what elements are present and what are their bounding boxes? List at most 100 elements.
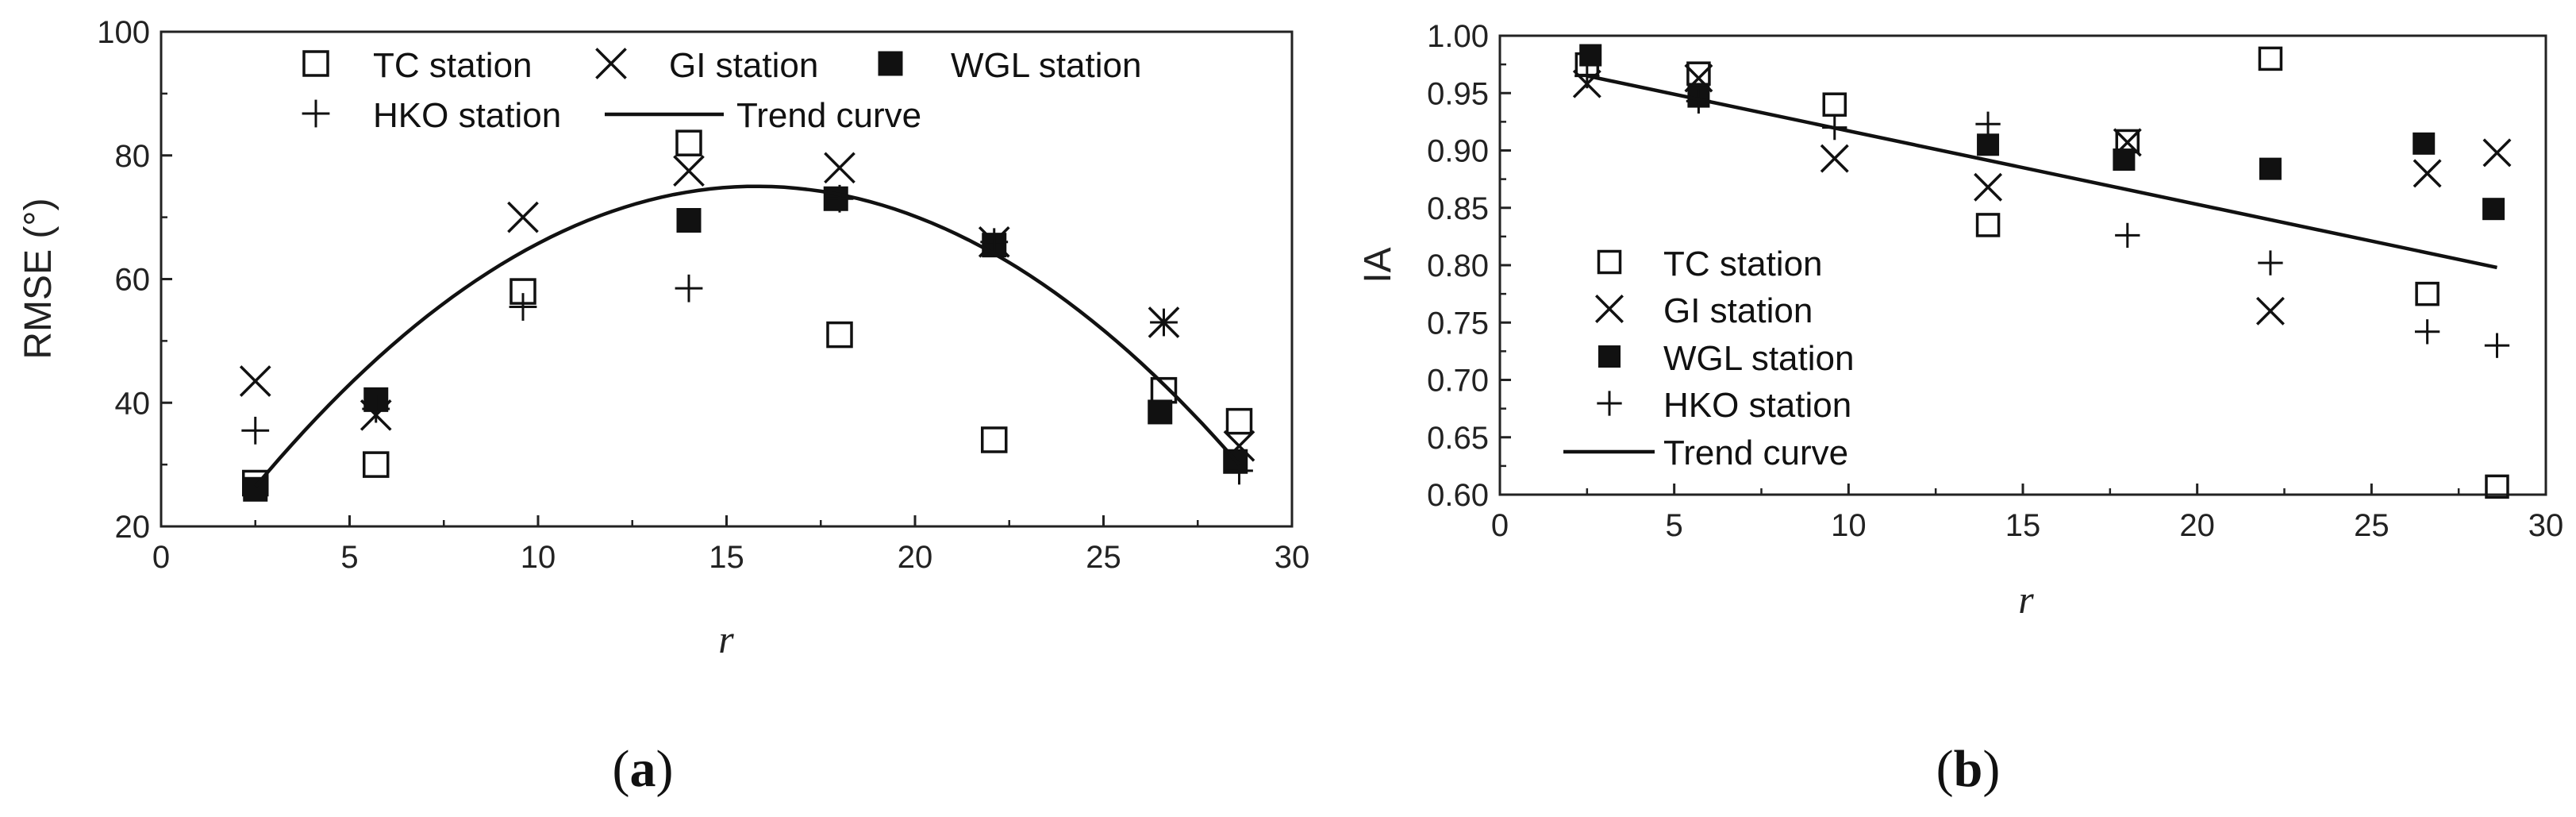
- y-tick-label: 0.75: [1427, 306, 1489, 341]
- wgl-point: [2113, 148, 2136, 171]
- legend-label-tc: TC station: [373, 46, 533, 85]
- panel-a-xlabel: r: [718, 617, 734, 661]
- wgl-point: [2259, 157, 2282, 180]
- x-tick-label: 5: [340, 540, 358, 575]
- panel-a-points: [239, 129, 1255, 502]
- y-tick-label: 0.60: [1427, 478, 1489, 513]
- hko-point: [825, 184, 854, 213]
- gi-point: [2482, 138, 2512, 168]
- tc-point: [2415, 281, 2440, 306]
- legend-hko-marker: [1597, 391, 1622, 416]
- hko-point: [241, 416, 270, 445]
- hko-point: [2115, 222, 2140, 249]
- y-tick-label: 0.65: [1427, 421, 1489, 456]
- hko-point: [2258, 250, 2283, 276]
- y-tick-label: 0.90: [1427, 134, 1489, 169]
- panel-a: 0 5 10 15 20 25 30 20 40 60 80 100 RMSE (°) r TC st…: [17, 15, 1309, 798]
- hko-point: [1150, 308, 1178, 337]
- legend-label-trend: Trend curve: [1663, 434, 1848, 472]
- y-tick-label: 20: [115, 510, 151, 545]
- hko-point: [2414, 319, 2440, 345]
- y-tick-label: 0.85: [1427, 191, 1489, 226]
- y-tick-label: 40: [115, 386, 151, 421]
- legend-wgl-marker: [1598, 345, 1621, 368]
- y-tick-label: 1.00: [1427, 19, 1489, 54]
- x-tick-label: 30: [1275, 540, 1310, 575]
- legend-tc-marker: [1597, 249, 1622, 275]
- x-tick-label: 15: [2005, 508, 2041, 543]
- wgl-point: [1579, 44, 1602, 67]
- panel-a-ticks: 0 5 10 15 20 25 30 20 40 60 80 100: [97, 15, 1309, 575]
- panel-b-trend-line: [1586, 74, 2497, 270]
- tc-point: [363, 451, 390, 478]
- panel-b-xlabel: r: [2018, 577, 2034, 622]
- tc-point: [826, 321, 853, 349]
- legend-label-wgl: WGL station: [1663, 339, 1854, 378]
- y-tick-label: 80: [115, 139, 151, 174]
- gi-point: [673, 155, 705, 187]
- panel-b-ylabel: IA: [1357, 247, 1399, 283]
- x-tick-label: 5: [1666, 508, 1683, 543]
- y-tick-label: 100: [97, 15, 150, 50]
- tc-point: [675, 129, 702, 156]
- panel-b-legend: TC station GI station WGL station HKO st…: [1563, 245, 1854, 472]
- gi-point: [1820, 144, 1849, 173]
- x-tick-label: 0: [1491, 508, 1509, 543]
- hko-point: [980, 228, 1009, 256]
- legend-label-hko: HKO station: [1663, 386, 1851, 425]
- hko-point: [675, 274, 703, 303]
- x-tick-label: 15: [709, 540, 744, 575]
- wgl-point: [2413, 132, 2436, 155]
- y-tick-label: 60: [115, 263, 151, 298]
- y-tick-label: 0.70: [1427, 364, 1489, 399]
- legend-label-wgl: WGL station: [951, 46, 1141, 85]
- hko-point: [2484, 333, 2510, 358]
- legend-gi-marker: [595, 48, 627, 79]
- legend-label-gi: GI station: [669, 46, 818, 85]
- legend-label-gi: GI station: [1663, 291, 1813, 330]
- wgl-point: [1977, 133, 2000, 156]
- x-tick-label: 10: [1831, 508, 1867, 543]
- legend-hko-marker: [302, 99, 330, 128]
- x-tick-label: 20: [898, 540, 933, 575]
- hko-point: [362, 395, 390, 423]
- x-tick-label: 0: [152, 540, 170, 575]
- x-tick-label: 20: [2179, 508, 2215, 543]
- hko-point: [1975, 111, 2001, 137]
- panel-a-legend: TC station GI station WGL station HKO st…: [302, 46, 1141, 135]
- legend-label-trend: Trend curve: [736, 96, 921, 135]
- tc-point: [2485, 474, 2509, 499]
- y-tick-label: 0.80: [1427, 249, 1489, 283]
- gi-point: [2255, 296, 2285, 326]
- panel-a-trend-curve: [254, 184, 1241, 488]
- panel-b-plot-frame: [1498, 34, 2547, 496]
- x-tick-label: 30: [2528, 508, 2564, 543]
- wgl-point: [2482, 198, 2505, 221]
- legend-tc-marker: [302, 50, 329, 77]
- x-tick-label: 10: [521, 540, 556, 575]
- tc-point: [1975, 213, 2001, 237]
- tc-point: [981, 426, 1008, 453]
- gi-point: [824, 152, 855, 184]
- y-tick-label: 0.95: [1427, 76, 1489, 111]
- legend-gi-marker: [1595, 295, 1624, 323]
- tc-point: [1686, 61, 1711, 86]
- hko-point: [1574, 63, 1600, 89]
- wgl-point: [676, 208, 702, 233]
- gi-point: [507, 201, 539, 233]
- legend-wgl-marker: [878, 51, 903, 76]
- panel-a-plot-frame: [160, 30, 1294, 528]
- tc-point: [1822, 92, 1847, 117]
- panel-b-caption: (b): [1936, 740, 2001, 798]
- legend-label-tc: TC station: [1663, 245, 1823, 283]
- x-tick-label: 25: [2354, 508, 2390, 543]
- panel-b: 0 5 10 15 20 25 30 0.60 0.65 0.70 0.75 0.80 0.85 0.90…: [1357, 19, 2563, 798]
- hko-point: [509, 293, 537, 321]
- gi-point: [1974, 172, 2003, 202]
- x-tick-label: 25: [1086, 540, 1121, 575]
- hko-point: [1225, 457, 1253, 485]
- legend-label-hko: HKO station: [373, 96, 561, 135]
- tc-point: [1225, 407, 1253, 435]
- panel-a-caption: (a): [613, 740, 674, 798]
